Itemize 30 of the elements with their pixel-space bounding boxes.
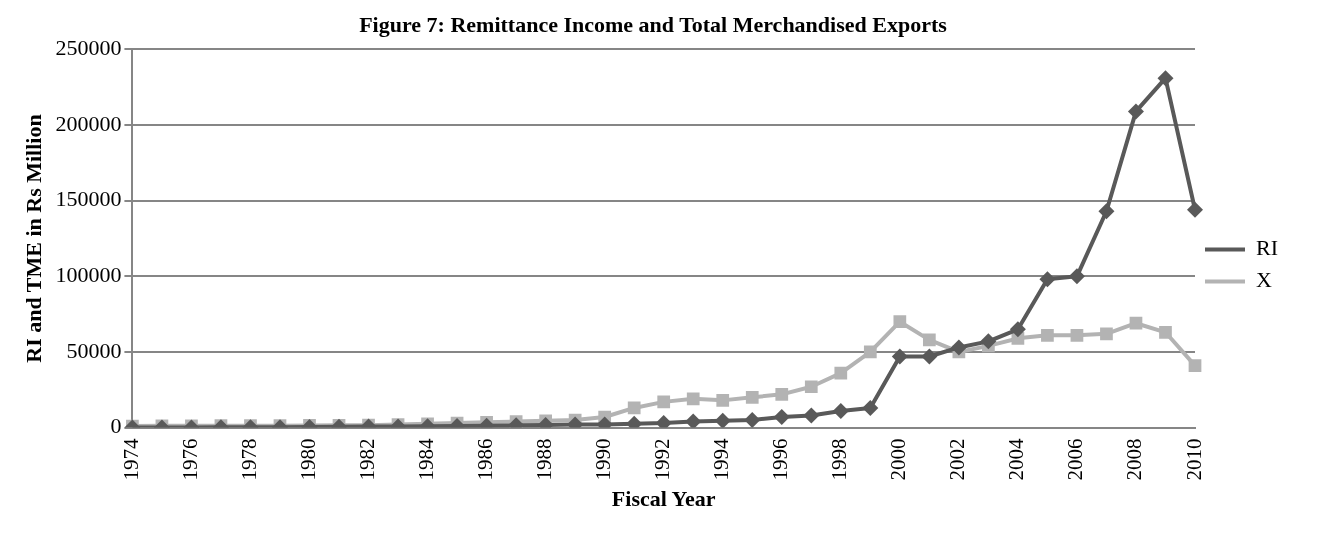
x-tick-label: 1978 [236,438,261,481]
x-tick-label: 1996 [768,438,793,481]
x-tick-label: 2000 [886,438,911,481]
x-axis-title: Fiscal Year [611,486,716,512]
x-tick-label: 1994 [709,438,734,481]
y-tick-label: 250000 [55,35,122,61]
x-tick-label: 2002 [945,438,970,481]
x-tick-label: 2010 [1181,438,1206,481]
x-tick-label: 2006 [1063,438,1088,481]
x-tick-label: 1992 [650,438,675,481]
x-tick-label: 1980 [296,438,321,481]
y-tick-label: 50000 [66,337,122,363]
y-axis-title: RI and TME in Rs Million [20,114,46,363]
x-tick-label: 1986 [473,438,498,481]
x-tick-label: 2008 [1122,438,1147,481]
x-tick-label: 1984 [414,438,439,481]
x-tick-label: 2004 [1004,438,1029,481]
y-tick-label: 150000 [55,186,122,212]
x-tick-label: 1988 [532,438,557,481]
x-tick-label: 1990 [591,438,616,481]
y-tick-label: 0 [110,413,122,439]
x-tick-label: 1976 [177,438,202,481]
y-tick-label: 100000 [55,262,122,288]
legend-label: RI [1256,235,1278,261]
legend-label: X [1256,267,1272,293]
y-tick-label: 200000 [55,110,122,136]
chart-title: Figure 7: Remittance Income and Total Merchandised Exports [359,11,948,37]
x-tick-label: 1982 [355,438,380,481]
x-tick-label: 1974 [118,438,143,481]
x-tick-label: 1998 [827,438,852,481]
